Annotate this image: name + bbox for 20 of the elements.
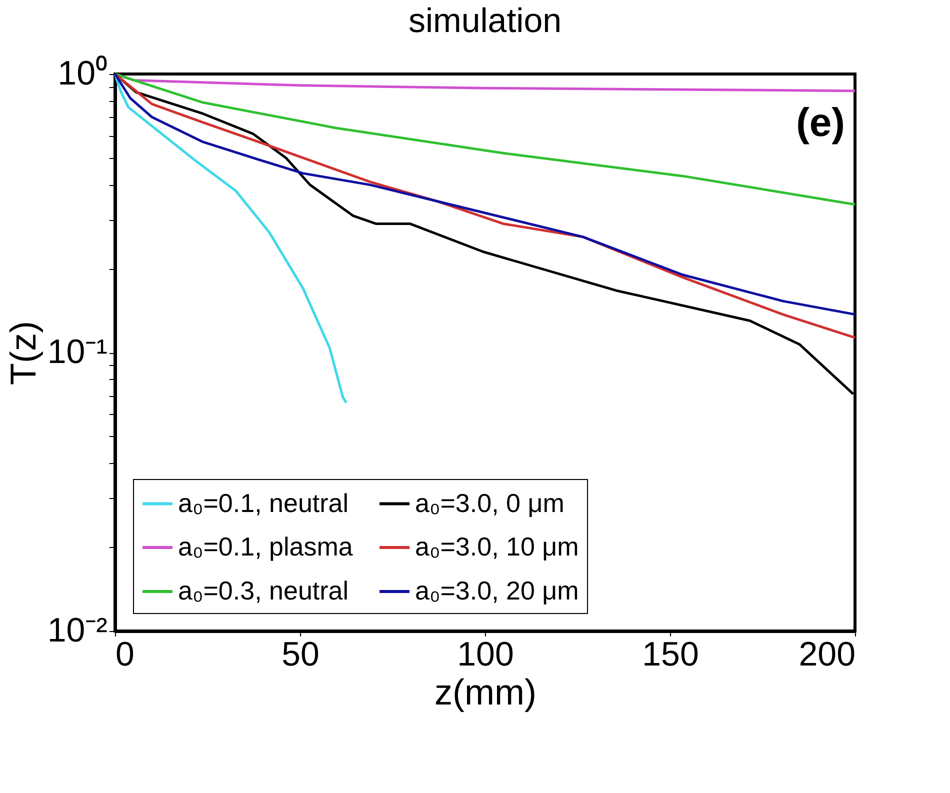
annotation: (e) [796, 101, 845, 145]
x-tick-label: 200 [798, 636, 856, 674]
line-series [114, 72, 348, 404]
y-tick-label: 10⁻¹ [47, 333, 108, 371]
line-series [114, 72, 856, 206]
legend-label: a₀=0.1, plasma [178, 532, 354, 562]
x-tick-label: 0 [116, 636, 134, 674]
chart-title: simulation [408, 2, 562, 40]
legend-label: a₀=3.0, 10 μm [415, 532, 579, 562]
x-tick-label: 150 [642, 636, 699, 674]
y-axis-title: T(z) [2, 321, 44, 385]
legend-label: a₀=3.0, 20 μm [415, 576, 579, 606]
y-tick-label: 10⁻² [47, 612, 108, 650]
legend-label: a₀=3.0, 0 μm [415, 488, 564, 518]
legend-label: a₀=0.3, neutral [178, 576, 349, 606]
y-tick-label: 10⁰ [58, 54, 108, 92]
x-tick-label: 100 [457, 636, 514, 674]
x-axis-title: z(mm) [434, 672, 536, 712]
x-tick-label: 50 [282, 636, 320, 674]
legend-label: a₀=0.1, neutral [178, 488, 349, 518]
